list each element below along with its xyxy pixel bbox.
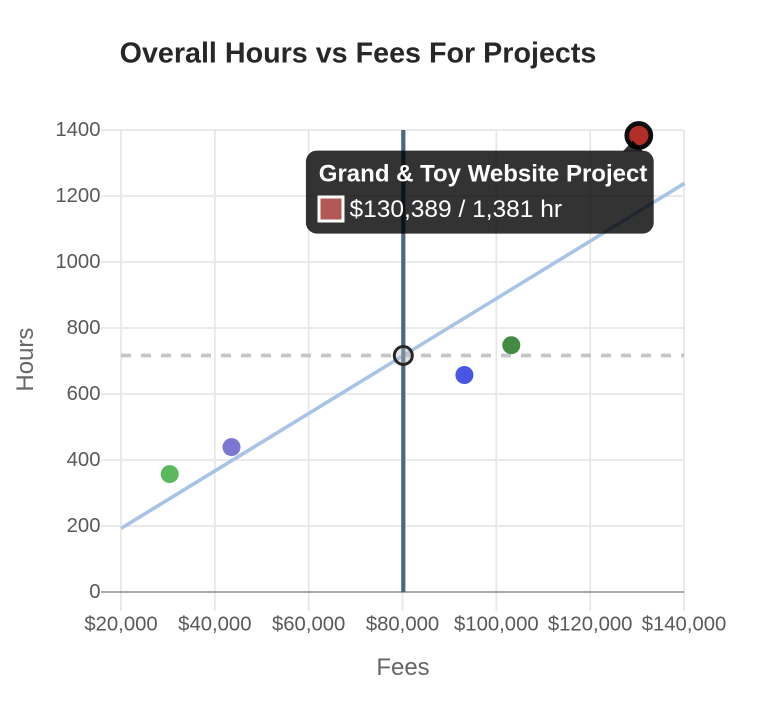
svg-text:1400: 1400 (55, 119, 100, 141)
svg-text:Hours: Hours (12, 328, 39, 392)
svg-text:Fees: Fees (376, 654, 429, 681)
svg-text:800: 800 (67, 317, 101, 339)
svg-text:$120,000: $120,000 (548, 614, 633, 636)
svg-text:200: 200 (67, 515, 101, 537)
svg-text:1000: 1000 (55, 251, 100, 273)
svg-text:$100,000: $100,000 (454, 614, 539, 636)
svg-text:$40,000: $40,000 (178, 614, 251, 636)
svg-text:600: 600 (67, 383, 101, 405)
svg-text:0: 0 (89, 581, 100, 603)
svg-text:400: 400 (67, 449, 101, 471)
svg-text:$20,000: $20,000 (84, 614, 157, 636)
svg-text:$130,389 / 1,381 hr: $130,389 / 1,381 hr (350, 196, 563, 223)
svg-text:$80,000: $80,000 (366, 614, 439, 636)
svg-text:Grand & Toy Website Project: Grand & Toy Website Project (319, 161, 648, 188)
svg-text:$140,000: $140,000 (642, 614, 727, 636)
svg-text:$60,000: $60,000 (272, 614, 345, 636)
svg-text:1200: 1200 (55, 185, 100, 207)
svg-text:Overall Hours vs Fees For Proj: Overall Hours vs Fees For Projects (120, 38, 597, 70)
